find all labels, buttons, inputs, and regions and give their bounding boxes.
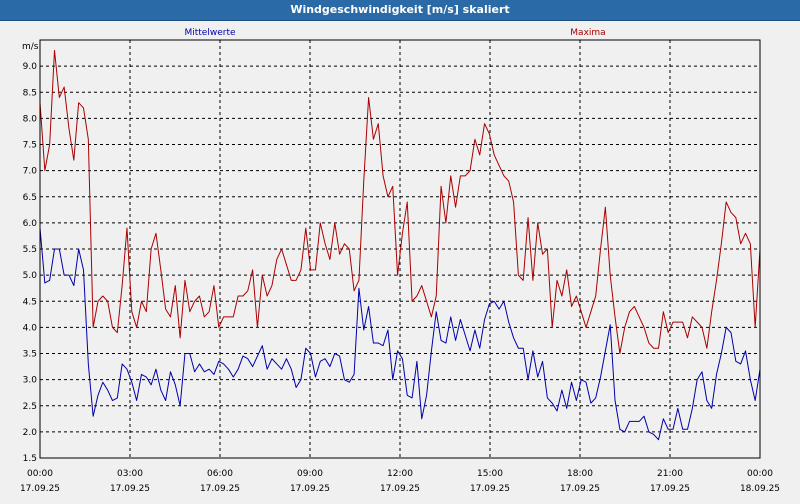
x-tick-date: 18.09.25 bbox=[740, 484, 780, 494]
y-tick-label: 7.0 bbox=[23, 167, 38, 177]
y-tick-label: 5.5 bbox=[23, 245, 37, 255]
series-line-mittelwerte bbox=[39, 228, 761, 441]
y-tick-label: 2.5 bbox=[23, 402, 37, 412]
y-tick-label: 3.0 bbox=[23, 376, 38, 386]
y-tick-label: 4.5 bbox=[23, 297, 37, 307]
legend-mittelwerte: Mittelwerte bbox=[184, 28, 235, 38]
grid-lines bbox=[40, 40, 760, 458]
x-tick-date: 17.09.25 bbox=[20, 484, 60, 494]
x-tick-date: 17.09.25 bbox=[650, 484, 690, 494]
y-axis-ticks: 1.5 2.0 2.5 3.0 3.5 4.0 4.5 5.0 5.5 6.0 6.5 7.0 7.5 8… bbox=[23, 62, 38, 464]
chart-title-bar: Windgeschwindigkeit [m/s] skaliert bbox=[0, 0, 800, 21]
x-tick-time: 00:00 bbox=[27, 469, 53, 479]
x-tick-time: 12:00 bbox=[387, 469, 413, 479]
chart-title: Windgeschwindigkeit [m/s] skaliert bbox=[290, 3, 510, 16]
y-tick-label: 1.5 bbox=[23, 454, 37, 464]
x-tick-time: 06:00 bbox=[207, 469, 233, 479]
x-tick-time: 15:00 bbox=[477, 469, 503, 479]
x-tick-time: 21:00 bbox=[657, 469, 683, 479]
y-tick-label: 8.5 bbox=[23, 88, 37, 98]
y-tick-label: 6.0 bbox=[23, 219, 38, 229]
y-tick-label: 4.0 bbox=[23, 323, 38, 333]
x-tick-date: 17.09.25 bbox=[380, 484, 420, 494]
x-tick-date: 17.09.25 bbox=[560, 484, 600, 494]
x-tick-date: 17.09.25 bbox=[200, 484, 240, 494]
y-tick-label: 6.5 bbox=[23, 193, 37, 203]
x-tick-time: 03:00 bbox=[117, 469, 143, 479]
x-tick-date: 17.09.25 bbox=[110, 484, 150, 494]
y-tick-label: 3.5 bbox=[23, 350, 37, 360]
y-tick-label: 8.0 bbox=[23, 114, 38, 124]
y-unit-label: m/s bbox=[22, 42, 39, 52]
y-tick-label: 5.0 bbox=[23, 271, 38, 281]
y-tick-label: 9.0 bbox=[23, 62, 38, 72]
plot-frame bbox=[39, 39, 761, 459]
legend-maxima: Maxima bbox=[570, 28, 605, 38]
x-tick-date: 17.09.25 bbox=[470, 484, 510, 494]
series-lines bbox=[39, 49, 761, 441]
x-axis-ticks: 00:00 17.09.25 03:00 17.09.25 06:00 17.09.25 0… bbox=[20, 469, 780, 494]
wind-speed-chart: m/s Mittelwerte Maxima 1.5 2.0 2.5 3.0 3.5 4.… bbox=[20, 28, 780, 494]
x-tick-date: 17.09.25 bbox=[290, 484, 330, 494]
y-tick-label: 2.0 bbox=[23, 428, 38, 438]
x-tick-time: 09:00 bbox=[297, 469, 323, 479]
x-tick-time: 00:00 bbox=[747, 469, 773, 479]
x-tick-time: 18:00 bbox=[567, 469, 593, 479]
y-tick-label: 7.5 bbox=[23, 141, 37, 151]
series-line-maxima bbox=[39, 49, 761, 354]
chart-area: m/s Mittelwerte Maxima 1.5 2.0 2.5 3.0 3.5 4.… bbox=[0, 20, 800, 500]
